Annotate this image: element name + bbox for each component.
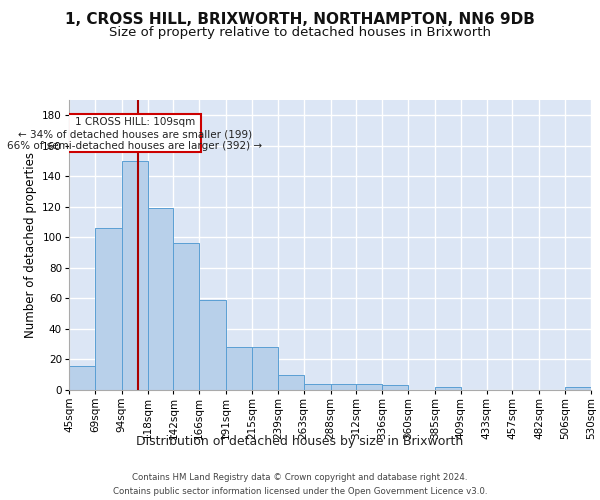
Bar — [148, 208, 173, 390]
Bar — [226, 348, 252, 390]
Bar — [95, 228, 122, 390]
Bar — [252, 348, 278, 390]
Bar — [199, 300, 226, 390]
Bar — [69, 366, 95, 390]
Bar — [122, 161, 148, 390]
Bar — [382, 386, 408, 390]
Bar — [565, 387, 591, 390]
Bar — [356, 384, 382, 390]
Text: Distribution of detached houses by size in Brixworth: Distribution of detached houses by size … — [136, 435, 464, 448]
Text: Size of property relative to detached houses in Brixworth: Size of property relative to detached ho… — [109, 26, 491, 39]
Text: Contains public sector information licensed under the Open Government Licence v3: Contains public sector information licen… — [113, 488, 487, 496]
Bar — [304, 384, 331, 390]
FancyBboxPatch shape — [68, 114, 202, 152]
Bar — [435, 387, 461, 390]
Y-axis label: Number of detached properties: Number of detached properties — [24, 152, 37, 338]
Text: 1 CROSS HILL: 109sqm: 1 CROSS HILL: 109sqm — [74, 117, 195, 127]
Bar — [173, 244, 199, 390]
Text: 66% of semi-detached houses are larger (392) →: 66% of semi-detached houses are larger (… — [7, 141, 262, 151]
Bar — [278, 374, 304, 390]
Text: ← 34% of detached houses are smaller (199): ← 34% of detached houses are smaller (19… — [17, 129, 252, 139]
Bar — [331, 384, 356, 390]
Text: 1, CROSS HILL, BRIXWORTH, NORTHAMPTON, NN6 9DB: 1, CROSS HILL, BRIXWORTH, NORTHAMPTON, N… — [65, 12, 535, 28]
Text: Contains HM Land Registry data © Crown copyright and database right 2024.: Contains HM Land Registry data © Crown c… — [132, 472, 468, 482]
